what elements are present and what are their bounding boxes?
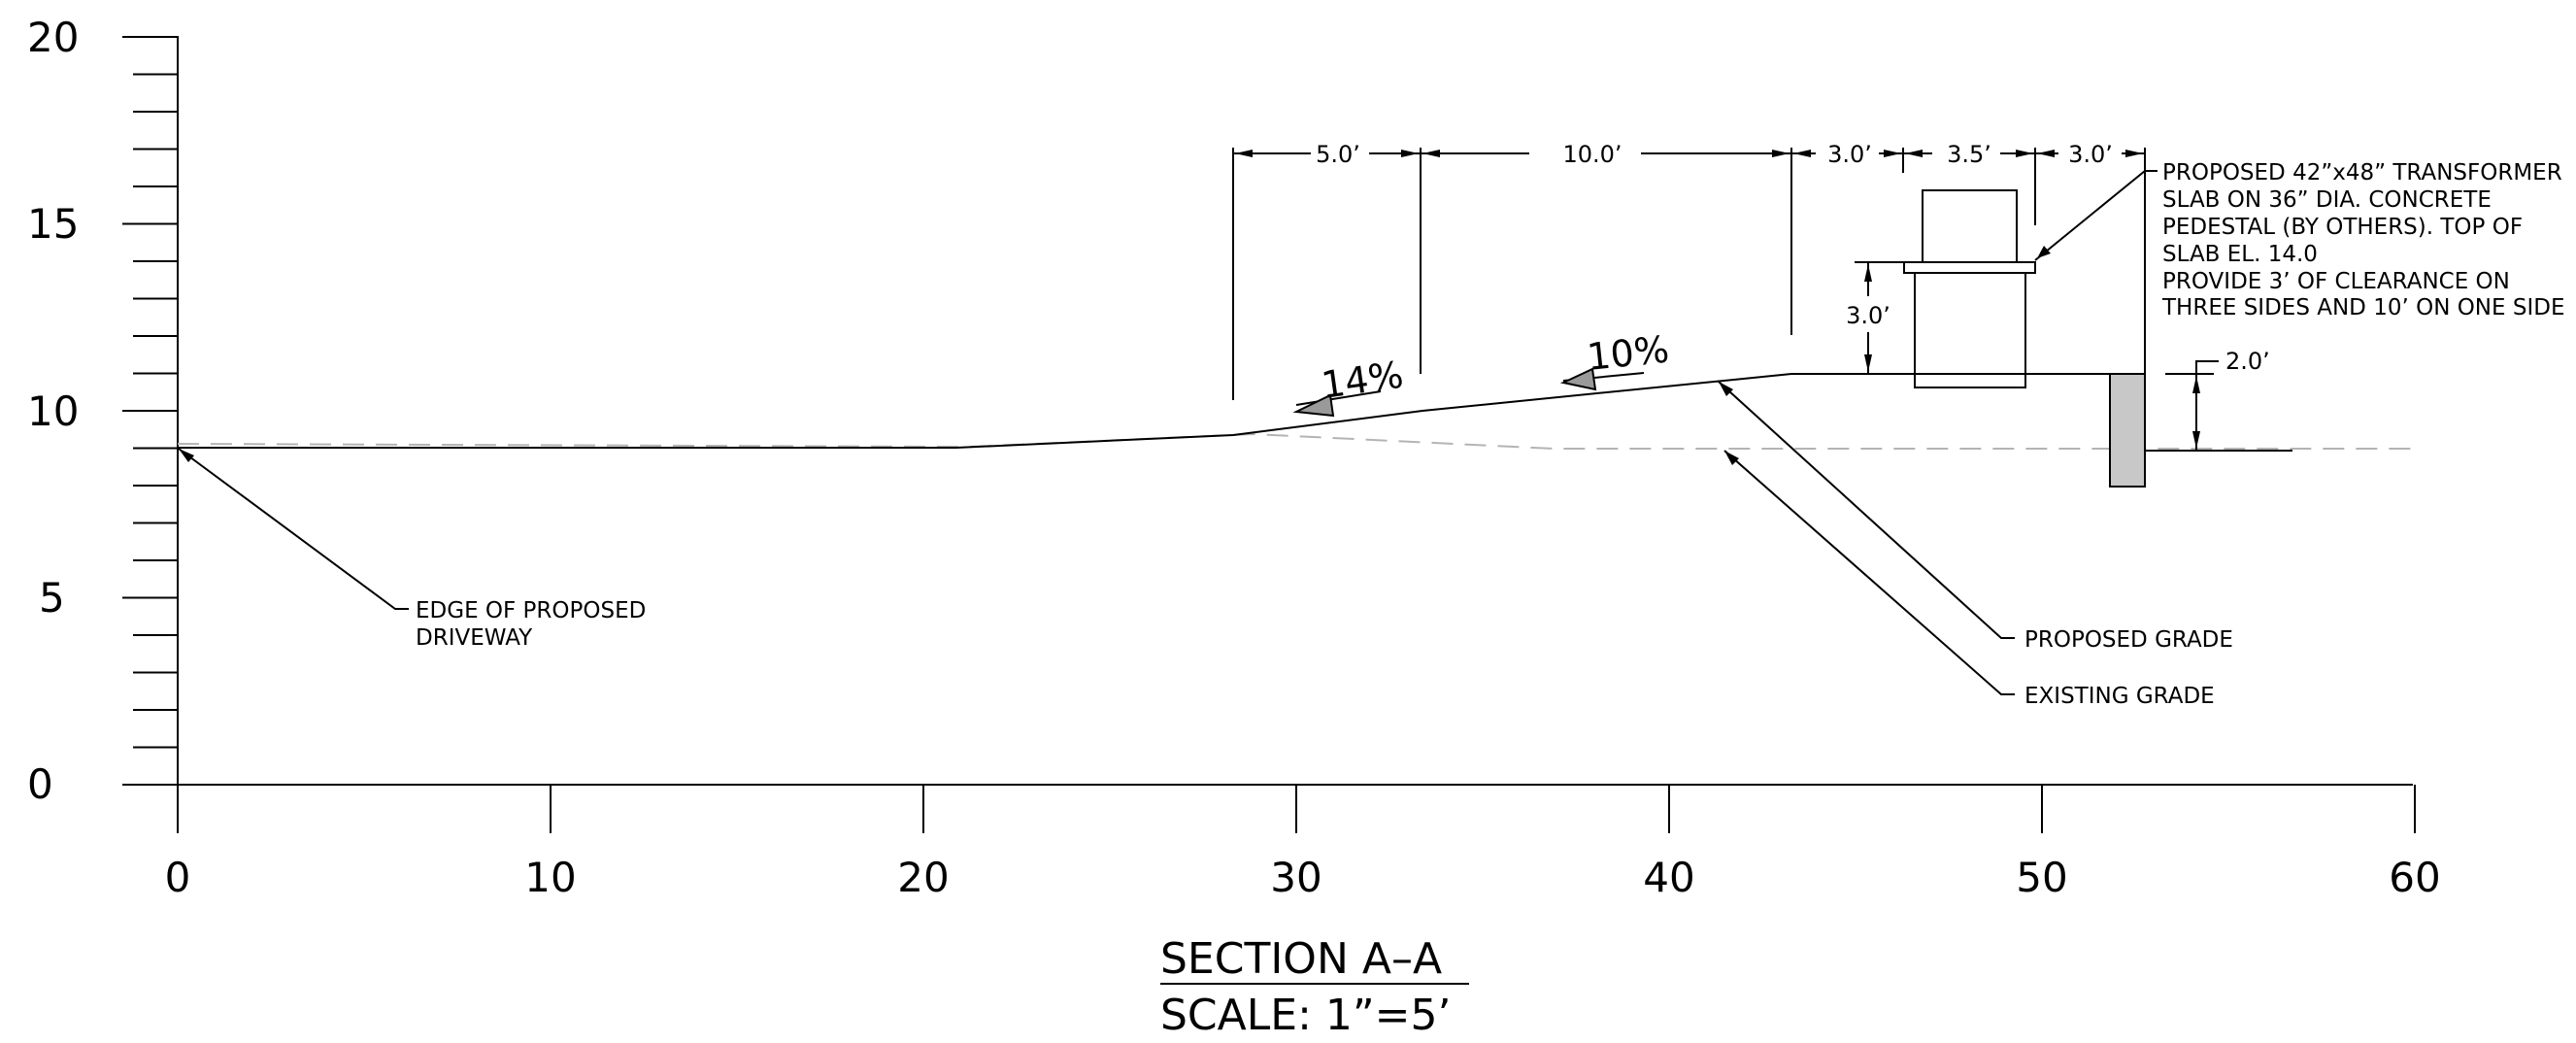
y-tick-label: 20 bbox=[27, 14, 79, 61]
y-tick-label: 10 bbox=[27, 387, 79, 435]
note-line: PROVIDE 3’ OF CLEARANCE ON bbox=[2162, 269, 2510, 294]
dim-arrow bbox=[1864, 264, 1872, 282]
proposed-grade-leader bbox=[1718, 381, 2015, 639]
existing-grade-label: EXISTING GRADE bbox=[2024, 684, 2215, 709]
x-tick-labels: 0 10 20 30 40 50 60 bbox=[165, 854, 2441, 901]
x-tick-label: 10 bbox=[524, 854, 576, 901]
section-title-block: SECTION A–A SCALE: 1”=5’ bbox=[1160, 934, 1469, 1040]
y-tick-label: 5 bbox=[39, 574, 65, 622]
dim-arrow bbox=[1864, 354, 1872, 372]
slope-arrow-shaft bbox=[1295, 390, 1382, 406]
dim-label-3ft-b: 3.0’ bbox=[2068, 141, 2113, 168]
slope-arrow-head bbox=[1559, 367, 1597, 391]
existing-grade-leader bbox=[1723, 450, 2015, 695]
dim-label-3-5ft: 3.5’ bbox=[1947, 141, 1991, 168]
x-tick-label: 60 bbox=[2389, 854, 2440, 901]
dimension-labels: 5.0’ 10.0’ 3.0’ 3.5’ 3.0’ bbox=[1316, 141, 2113, 168]
note-line: EDGE OF PROPOSED bbox=[416, 598, 646, 623]
section-title: SECTION A–A bbox=[1160, 934, 1442, 984]
section-scale: SCALE: 1”=5’ bbox=[1160, 991, 1452, 1040]
dim-label-wall: 2.0’ bbox=[2225, 348, 2270, 375]
dim-arrow bbox=[2037, 150, 2055, 157]
dim-arrow bbox=[2016, 150, 2033, 157]
y-tick-label: 0 bbox=[27, 760, 53, 808]
existing-grade-line bbox=[177, 432, 2413, 450]
note-line: PROPOSED 42”x48” TRANSFORMER bbox=[2162, 160, 2562, 185]
transformer-slab bbox=[1903, 261, 2036, 274]
leader-arrow bbox=[179, 449, 194, 462]
x-tick-label: 0 bbox=[165, 854, 191, 901]
dim-arrow bbox=[1772, 150, 1790, 157]
dim-label-pedestal: 3.0’ bbox=[1846, 302, 1890, 329]
axes bbox=[122, 36, 2416, 833]
y-tick-labels: 0 5 10 15 20 bbox=[27, 14, 79, 808]
leader-arrow bbox=[1719, 382, 1733, 396]
dim-arrow bbox=[1793, 150, 1811, 157]
dim-label-5ft: 5.0’ bbox=[1316, 141, 1360, 168]
dim-arrow bbox=[1401, 150, 1419, 157]
slope-label-10: 10% bbox=[1585, 327, 1671, 379]
wall-height-dimension bbox=[2165, 360, 2219, 451]
transformer-box bbox=[1922, 189, 2018, 263]
slope-label-14: 14% bbox=[1319, 353, 1406, 407]
slope-indicator-10: 10% bbox=[1559, 327, 1671, 391]
y-minor-ticks bbox=[122, 36, 178, 786]
dim-label-10ft: 10.0’ bbox=[1562, 141, 1622, 168]
slope-indicator-14: 14% bbox=[1292, 353, 1406, 418]
note-line: SLAB EL. 14.0 bbox=[2162, 242, 2318, 267]
proposed-grade-line bbox=[178, 373, 2145, 449]
dimension-arrows bbox=[1235, 150, 2143, 157]
dim-label-3ft-a: 3.0’ bbox=[1827, 141, 1872, 168]
note-line: PEDESTAL (BY OTHERS). TOP OF bbox=[2162, 215, 2523, 240]
transformer bbox=[1903, 189, 2036, 388]
y-tick-label: 15 bbox=[27, 200, 79, 248]
slope-arrow-head bbox=[1292, 393, 1335, 418]
dim-arrow bbox=[2125, 150, 2143, 157]
note-line: SLAB ON 36” DIA. CONCRETE bbox=[2162, 187, 2492, 213]
dim-arrow bbox=[2192, 376, 2200, 393]
leader-arrow bbox=[2037, 246, 2051, 258]
driveway-leader bbox=[178, 448, 409, 610]
dim-arrow bbox=[1884, 150, 1901, 157]
dim-arrow bbox=[1422, 150, 1440, 157]
transformer-note: PROPOSED 42”x48” TRANSFORMER SLAB ON 36”… bbox=[2161, 160, 2564, 320]
proposed-grade-label: PROPOSED GRADE bbox=[2024, 627, 2233, 653]
dim-arrow bbox=[1905, 150, 1923, 157]
pedestal bbox=[1914, 272, 2026, 388]
retaining-wall bbox=[2109, 373, 2146, 488]
x-tick-label: 20 bbox=[897, 854, 949, 901]
x-major-ticks bbox=[177, 785, 2416, 833]
x-tick-label: 30 bbox=[1270, 854, 1321, 901]
leader-line bbox=[2195, 360, 2219, 374]
transformer-leader bbox=[2034, 170, 2158, 261]
leaders bbox=[178, 170, 2158, 695]
driveway-note: EDGE OF PROPOSED DRIVEWAY bbox=[416, 598, 646, 651]
note-line: DRIVEWAY bbox=[416, 625, 533, 651]
note-line: THREE SIDES AND 10’ ON ONE SIDE bbox=[2161, 295, 2564, 320]
leader-arrow bbox=[1724, 451, 1739, 465]
dim-arrow bbox=[2192, 431, 2200, 449]
x-tick-label: 50 bbox=[2016, 854, 2067, 901]
dim-arrow bbox=[1235, 150, 1253, 157]
x-tick-label: 40 bbox=[1643, 854, 1694, 901]
